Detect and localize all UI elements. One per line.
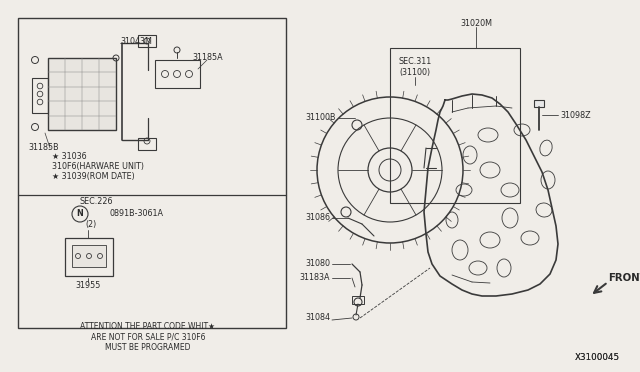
Text: 31086: 31086 <box>305 214 330 222</box>
Text: 31183A: 31183A <box>300 273 330 282</box>
Text: ATTENTION THE PART CODE WHIT★
ARE NOT FOR SALE P/C 310F6
MUST BE PROGRAMED: ATTENTION THE PART CODE WHIT★ ARE NOT FO… <box>81 322 216 352</box>
Text: ★ 31036: ★ 31036 <box>52 151 86 160</box>
Bar <box>32 78 48 113</box>
Text: (2): (2) <box>85 221 96 230</box>
Text: 0891B-3061A: 0891B-3061A <box>110 209 164 218</box>
Text: 31080: 31080 <box>305 260 330 269</box>
Bar <box>138 35 156 47</box>
Bar <box>138 138 156 150</box>
Text: SEC.311: SEC.311 <box>398 58 431 67</box>
Text: (31100): (31100) <box>399 67 431 77</box>
Text: 310F6(HARWARE UNIT): 310F6(HARWARE UNIT) <box>52 161 144 170</box>
Text: SEC.226: SEC.226 <box>80 198 113 206</box>
Bar <box>155 60 200 88</box>
Text: ★ 31039(ROM DATE): ★ 31039(ROM DATE) <box>52 171 135 180</box>
Text: 31084: 31084 <box>305 314 330 323</box>
Text: N: N <box>77 209 83 218</box>
Bar <box>390 48 520 203</box>
Text: 31185B: 31185B <box>28 144 59 153</box>
Bar <box>352 296 364 304</box>
Text: 31098Z: 31098Z <box>560 110 591 119</box>
Bar <box>72 245 106 267</box>
Text: 31185A: 31185A <box>192 54 223 62</box>
Bar <box>18 18 286 328</box>
Text: FRONT: FRONT <box>608 273 640 283</box>
Text: X3100045: X3100045 <box>575 353 620 362</box>
Text: 31043M: 31043M <box>120 38 152 46</box>
Bar <box>65 238 113 276</box>
Bar <box>534 100 544 107</box>
Text: 31955: 31955 <box>76 280 100 289</box>
Text: 31100B: 31100B <box>305 113 336 122</box>
Bar <box>48 58 116 130</box>
Text: X3100045: X3100045 <box>575 353 620 362</box>
Text: 31020M: 31020M <box>460 19 492 28</box>
